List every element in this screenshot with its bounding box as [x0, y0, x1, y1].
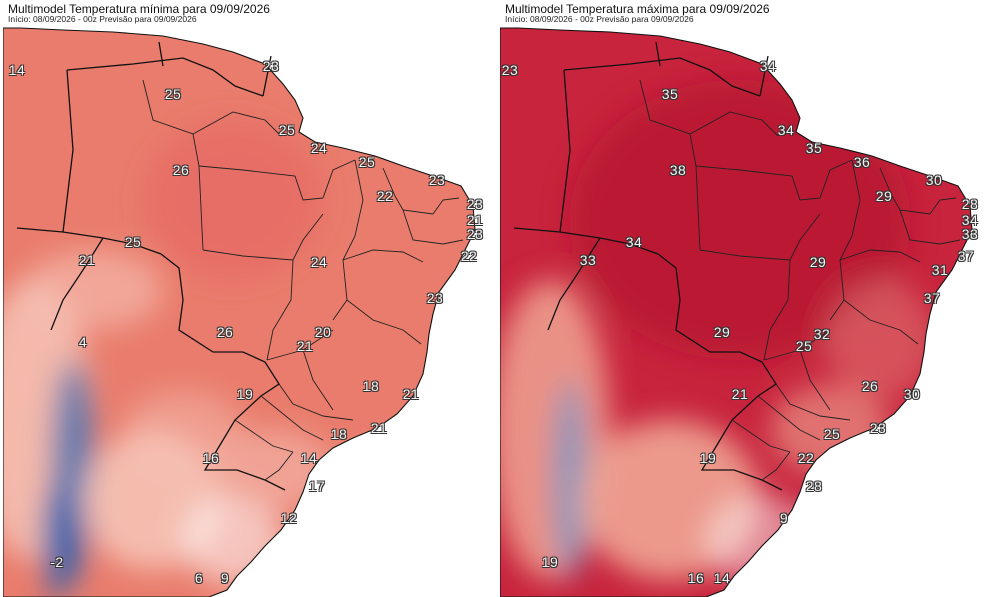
temperature-label: 33 [961, 226, 979, 242]
temperature-label: 19 [541, 554, 559, 570]
temperature-label: 26 [861, 378, 879, 394]
temperature-label: 6 [194, 570, 204, 586]
temperature-label: 28 [805, 478, 823, 494]
temperature-label: 33 [579, 252, 597, 268]
temperature-label: 21 [78, 252, 96, 268]
minimum-temperature-map-panel: Multimodel Temperatura mínima para 09/09… [3, 0, 497, 597]
temperature-field-map [500, 0, 994, 597]
temperature-label: 23 [466, 226, 484, 242]
temperature-label: 26 [172, 162, 190, 178]
temperature-label: 9 [779, 510, 789, 526]
temperature-label: 29 [713, 324, 731, 340]
temperature-label: 22 [376, 188, 394, 204]
temperature-label: 21 [370, 420, 388, 436]
temperature-label: 36 [853, 154, 871, 170]
coastline [3, 27, 476, 597]
maximum-temperature-map-panel: Multimodel Temperatura máxima para 09/09… [500, 0, 994, 597]
temperature-label: 19 [236, 386, 254, 402]
temperature-label: 25 [823, 426, 841, 442]
temperature-label: 14 [8, 62, 26, 78]
country-borders [513, 41, 783, 491]
temperature-label: 28 [961, 196, 979, 212]
map-title: Multimodel Temperatura mínima para 09/09… [8, 2, 270, 16]
temperature-label: 22 [797, 450, 815, 466]
temperature-label: -2 [50, 554, 64, 570]
temperature-label: 23 [262, 58, 280, 74]
temperature-label: 38 [669, 162, 687, 178]
temperature-label: 12 [280, 510, 298, 526]
coastline [500, 27, 973, 597]
temperature-label: 34 [759, 58, 777, 74]
temperature-label: 20 [314, 324, 332, 340]
temperature-label: 34 [777, 122, 795, 138]
map-subtitle: Início: 08/09/2026 - 00z Previsão para 0… [505, 14, 694, 24]
temperature-label: 30 [903, 386, 921, 402]
state-borders [142, 79, 464, 481]
temperature-label: 32 [813, 326, 831, 342]
temperature-label: 9 [220, 570, 230, 586]
temperature-label: 21 [402, 386, 420, 402]
temperature-field-map [3, 0, 497, 597]
temperature-label: 31 [931, 262, 949, 278]
temperature-label: 25 [358, 154, 376, 170]
temperature-label: 24 [310, 254, 328, 270]
temperature-label: 18 [330, 426, 348, 442]
temperature-label: 14 [300, 450, 318, 466]
temperature-label: 23 [869, 420, 887, 436]
temperature-label: 25 [164, 86, 182, 102]
temperature-label: 16 [687, 570, 705, 586]
temperature-label: 35 [661, 86, 679, 102]
temperature-label: 26 [216, 324, 234, 340]
temperature-label: 25 [278, 122, 296, 138]
temperature-label: 21 [296, 338, 314, 354]
temperature-label: 34 [961, 212, 979, 228]
temperature-label: 23 [426, 290, 444, 306]
temperature-label: 37 [957, 248, 975, 264]
temperature-label: 23 [501, 62, 519, 78]
temperature-label: 25 [795, 338, 813, 354]
temperature-label: 14 [713, 570, 731, 586]
temperature-label: 29 [809, 254, 827, 270]
map-subtitle: Início: 08/09/2026 - 00z Previsão para 0… [8, 14, 197, 24]
temperature-label: 25 [124, 234, 142, 250]
temperature-label: 16 [202, 450, 220, 466]
temperature-label: 30 [925, 172, 943, 188]
temperature-label: 21 [466, 212, 484, 228]
temperature-label: 35 [805, 140, 823, 156]
state-borders [639, 79, 961, 481]
temperature-label: 23 [466, 196, 484, 212]
temperature-label: 23 [428, 172, 446, 188]
country-borders [16, 41, 286, 491]
temperature-label: 24 [310, 140, 328, 156]
temperature-label: 4 [78, 334, 88, 350]
map-title: Multimodel Temperatura máxima para 09/09… [505, 2, 770, 16]
temperature-label: 18 [362, 378, 380, 394]
temperature-label: 34 [625, 234, 643, 250]
temperature-label: 19 [699, 450, 717, 466]
temperature-label: 21 [731, 386, 749, 402]
temperature-label: 17 [308, 478, 326, 494]
temperature-label: 22 [460, 248, 478, 264]
temperature-label: 29 [875, 188, 893, 204]
temperature-label: 37 [923, 290, 941, 306]
